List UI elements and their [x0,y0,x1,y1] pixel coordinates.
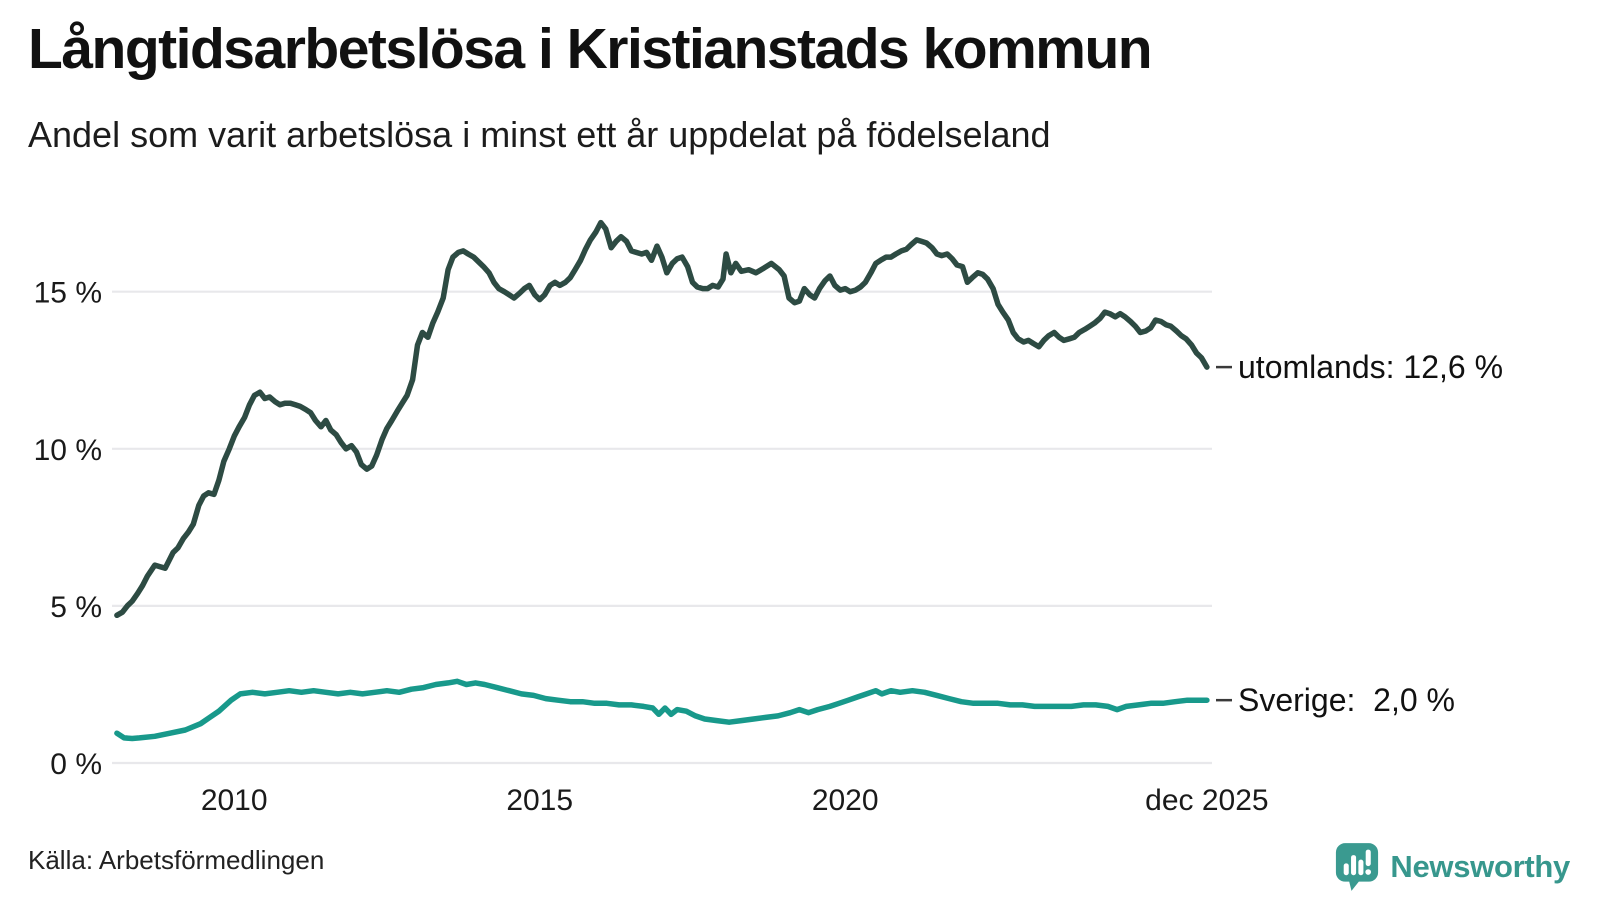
y-tick-label: 15 % [34,277,102,310]
source-caption: Källa: Arbetsförmedlingen [28,845,325,875]
chart-subtitle: Andel som varit arbetslösa i minst ett å… [28,114,1051,155]
x-tick-label: 2020 [812,784,879,817]
y-tick-label: 5 % [50,591,102,624]
exclamation-dot [1365,869,1372,875]
series-line-utomlands [114,219,1210,619]
speech-bubble-shape [1336,843,1379,891]
series-end-label-utomlands: utomlands: 12,6 % [1238,349,1504,386]
series-line-Sverige [114,678,1210,742]
x-tick-label: 2010 [201,784,268,817]
x-tick-label: 2015 [506,784,573,817]
bar-medium [1358,859,1364,876]
y-tick-label: 0 % [50,748,102,781]
exclamation-bar [1366,849,1372,867]
series-end-label-sverige: Sverige: 2,0 % [1238,682,1455,719]
newsworthy-logo: Newsworthy [1335,842,1570,892]
newsworthy-wordmark: Newsworthy [1390,849,1570,884]
bar-small [1344,863,1350,876]
chart-title: Långtidsarbetslösa i Kristianstads kommu… [28,17,1153,81]
bar-tall [1351,855,1357,876]
newsworthy-speech-bubble-chart-icon [1336,843,1379,891]
x-tick-label: dec 2025 [1145,784,1268,817]
y-tick-label: 10 % [34,434,102,467]
